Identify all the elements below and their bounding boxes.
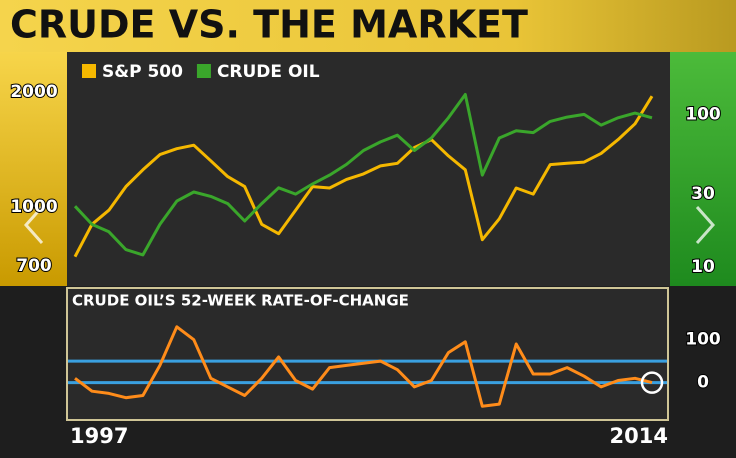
legend-swatch <box>196 64 211 78</box>
current-marker <box>640 371 664 394</box>
legend-label: S&P 500 <box>102 62 183 82</box>
y-tick-label: 2000 <box>10 82 57 102</box>
y-tick-label: 0 <box>697 373 709 393</box>
title: CRUDE VS. THE MARKET <box>10 3 528 47</box>
x-tick-label: 2014 <box>610 424 668 448</box>
legend-swatch <box>82 64 96 78</box>
x-tick-label: 1997 <box>70 424 128 448</box>
title-bar <box>0 0 736 52</box>
next-arrow[interactable] <box>695 206 716 244</box>
left-axis-panel <box>0 52 67 286</box>
roc-panel <box>66 287 669 421</box>
data-line <box>73 93 653 257</box>
data-line <box>74 325 653 408</box>
y2-tick-label: 30 <box>691 184 715 204</box>
y-tick-label: 100 <box>685 330 721 350</box>
y-tick-label: 700 <box>16 256 52 276</box>
roc-title: CRUDE OIL’S 52-WEEK RATE-OF-CHANGE <box>72 292 409 310</box>
right-axis-panel <box>670 52 736 286</box>
prev-arrow[interactable] <box>23 206 44 244</box>
plot-area <box>67 52 670 286</box>
data-line <box>73 95 654 258</box>
y2-tick-label: 10 <box>691 257 715 277</box>
y-tick-label: 1000 <box>10 197 57 217</box>
legend-label: CRUDE OIL <box>217 62 320 82</box>
y2-tick-label: 100 <box>685 104 721 124</box>
